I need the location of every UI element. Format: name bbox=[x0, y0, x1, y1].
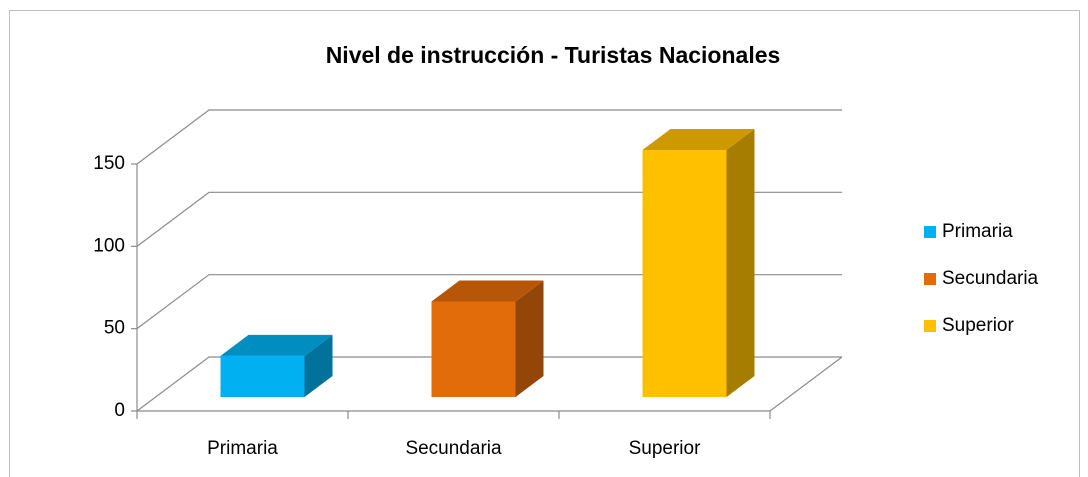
legend-swatch bbox=[924, 226, 936, 238]
chart-title: Nivel de instrucción - Turistas Nacional… bbox=[326, 42, 781, 68]
grid-line bbox=[136, 109, 842, 165]
y-tick-label: 0 bbox=[114, 400, 125, 421]
chart-border bbox=[9, 10, 1080, 477]
bar bbox=[220, 355, 305, 397]
grid-line bbox=[136, 191, 842, 247]
bar-side bbox=[515, 280, 544, 397]
legend-swatch bbox=[924, 273, 936, 285]
legend-label: Primaria bbox=[942, 221, 1013, 242]
bar-top bbox=[642, 129, 755, 150]
bar bbox=[431, 301, 516, 397]
legend-swatch bbox=[924, 320, 936, 332]
grid-line bbox=[136, 274, 842, 330]
legend-label: Superior bbox=[942, 315, 1014, 336]
bar-top bbox=[431, 280, 544, 302]
legend-label: Secundaria bbox=[942, 268, 1039, 289]
y-tick-label: 50 bbox=[104, 318, 125, 339]
x-tick-label: Secundaria bbox=[405, 438, 502, 459]
bar bbox=[642, 150, 727, 397]
bar-top bbox=[220, 334, 333, 356]
bar-side bbox=[304, 334, 333, 397]
x-tick-label: Primaria bbox=[207, 438, 278, 459]
bar-side bbox=[726, 129, 755, 397]
y-tick-label: 150 bbox=[93, 153, 125, 174]
y-tick-label: 100 bbox=[93, 235, 125, 256]
x-tick-label: Superior bbox=[629, 438, 701, 459]
grid-line bbox=[136, 356, 842, 412]
